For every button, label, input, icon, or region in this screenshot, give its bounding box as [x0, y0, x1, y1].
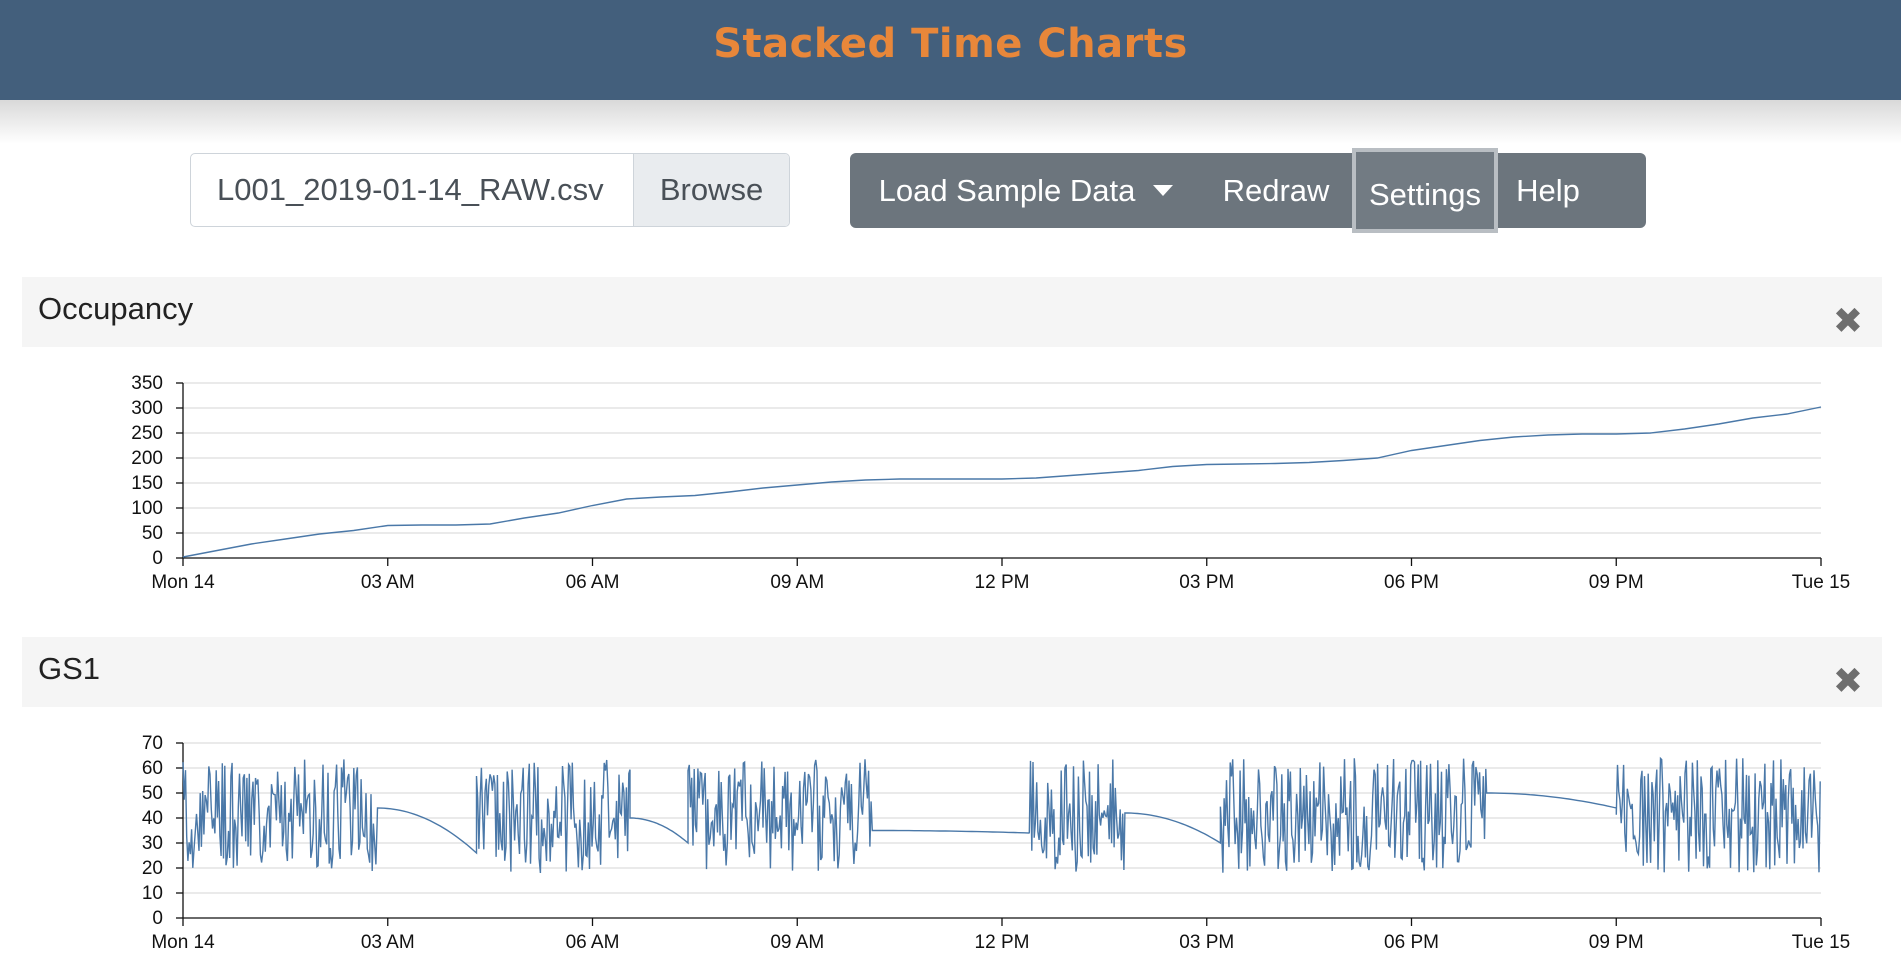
x-tick-label: Mon 14: [151, 572, 215, 593]
settings-button[interactable]: Settings: [1352, 148, 1498, 233]
help-button[interactable]: Help: [1516, 173, 1580, 208]
y-tick-label: 20: [142, 858, 163, 879]
load-sample-data-label: Load Sample Data: [878, 173, 1136, 208]
header-shadow: [0, 100, 1901, 144]
gs1-panel-header: GS1 ✖: [22, 637, 1882, 707]
x-tick-label: 06 AM: [566, 572, 620, 593]
series-line: [182, 406, 1822, 558]
browse-button[interactable]: Browse: [633, 154, 789, 226]
x-tick-label: Tue 15: [1792, 572, 1850, 593]
occupancy-panel-header: Occupancy ✖: [22, 277, 1882, 347]
x-tick-label: 06 PM: [1384, 572, 1439, 593]
close-gs1-icon[interactable]: ✖: [1832, 660, 1864, 701]
y-tick-label: 350: [131, 373, 163, 394]
x-tick-label: 09 PM: [1589, 572, 1644, 593]
gs1-panel-title: GS1: [38, 651, 101, 686]
caret-down-icon: [1153, 185, 1174, 196]
y-tick-label: 50: [142, 783, 163, 804]
y-tick-label: 10: [142, 883, 163, 904]
x-tick-label: 09 PM: [1589, 932, 1644, 953]
series-line: [182, 756, 1821, 874]
close-occupancy-icon[interactable]: ✖: [1832, 300, 1864, 341]
y-tick-label: 50: [142, 523, 163, 544]
x-tick-label: 06 AM: [566, 932, 620, 953]
y-tick-label: 60: [142, 758, 163, 779]
file-input-group[interactable]: L001_2019-01-14_RAW.csv Browse: [190, 153, 790, 227]
y-tick-label: 150: [131, 473, 163, 494]
app-title: Stacked Time Charts: [713, 21, 1188, 67]
y-tick-label: 100: [131, 498, 163, 519]
x-tick-label: 09 AM: [770, 932, 824, 953]
gs1-chart: 0 10 20 30 40 50 60 70 Mon 14 03 AM 06 AM 09 AM 12 P…: [142, 733, 1850, 953]
y-tick-label: 300: [131, 398, 163, 419]
x-tick-label: Mon 14: [151, 932, 215, 953]
y-tick-label: 30: [142, 833, 163, 854]
y-tick-label: 200: [131, 448, 163, 469]
x-tick-label: 12 PM: [975, 572, 1030, 593]
load-sample-data-button[interactable]: Load Sample Data: [850, 153, 1202, 228]
y-tick-label: 250: [131, 423, 163, 444]
occupancy-chart: 0 50 100 150 200 250 300 350 Mon 14 03 AM 06 AM 09 …: [131, 373, 1850, 593]
y-tick-label: 0: [152, 908, 163, 929]
x-tick-label: 06 PM: [1384, 932, 1439, 953]
x-tick-label: 03 AM: [361, 572, 415, 593]
x-tick-label: 03 PM: [1179, 572, 1234, 593]
x-tick-label: 03 AM: [361, 932, 415, 953]
x-tick-label: 09 AM: [770, 572, 824, 593]
x-tick-label: 12 PM: [975, 932, 1030, 953]
y-tick-label: 70: [142, 733, 163, 754]
y-tick-label: 0: [152, 548, 163, 569]
x-tick-label: 03 PM: [1179, 932, 1234, 953]
toolbar-button-group: Load Sample Data Redraw Settings Help: [850, 148, 1646, 233]
file-name-field[interactable]: L001_2019-01-14_RAW.csv: [217, 172, 604, 207]
x-tick-label: Tue 15: [1792, 932, 1850, 953]
redraw-button[interactable]: Redraw: [1222, 173, 1330, 208]
occupancy-panel-title: Occupancy: [38, 291, 194, 326]
app-header: [0, 0, 1901, 100]
y-tick-label: 40: [142, 808, 163, 829]
